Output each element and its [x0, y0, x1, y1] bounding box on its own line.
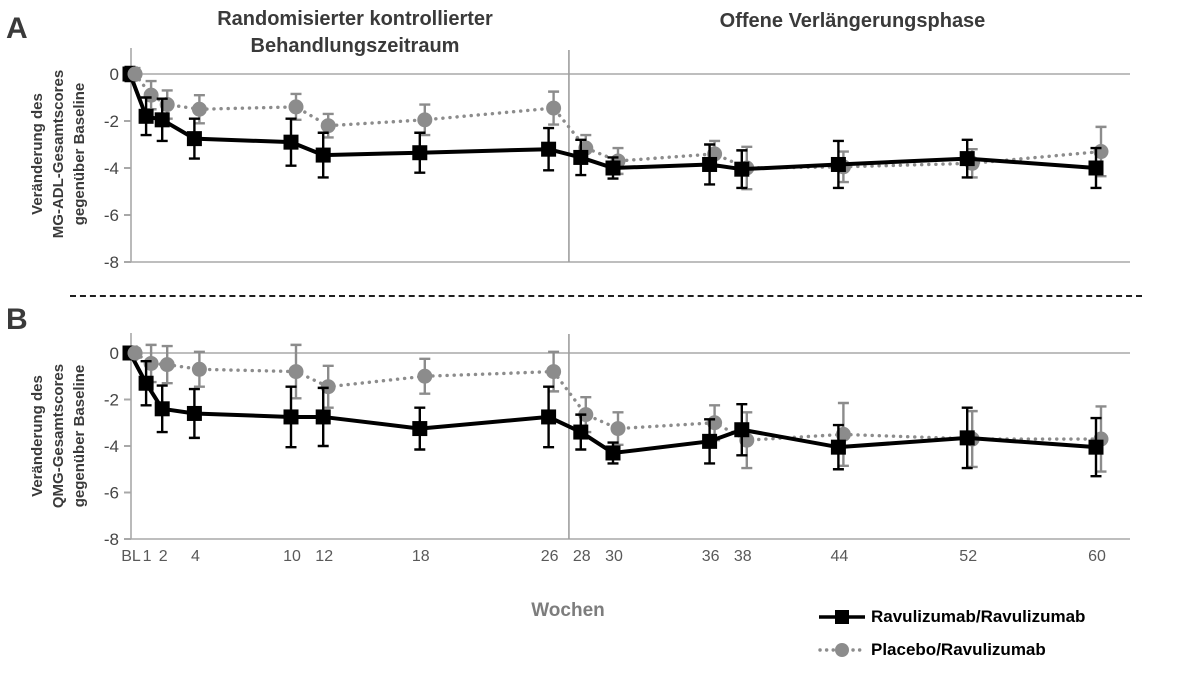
data-point-circle — [546, 364, 562, 380]
data-point-square — [315, 409, 331, 425]
axes — [130, 48, 1130, 263]
data-point-square — [830, 439, 846, 455]
y-tick-labels: 0 -2 -4 -6 -8 — [104, 65, 131, 270]
baseline-gray-marker — [127, 66, 143, 82]
svg-text:38: 38 — [734, 548, 752, 565]
data-point-square — [412, 421, 428, 437]
svg-text:0: 0 — [110, 344, 119, 363]
series-line — [133, 72, 1103, 170]
data-point-square — [1088, 160, 1104, 176]
data-point-circle — [417, 368, 433, 384]
svg-text:2: 2 — [159, 548, 168, 565]
data-point-square — [186, 131, 202, 147]
qmg-chart: 0-2-4-6-8BL 1 2 4 10 12 18 26 28 30 36 38 44 52 60 — [104, 333, 1130, 565]
panel-b-label: B — [6, 303, 28, 336]
data-point-circle — [546, 100, 562, 116]
data-point-square — [154, 112, 170, 128]
y-tick-labels: 0 -2 -4 -6 -8 — [104, 344, 131, 549]
data-point-square — [315, 147, 331, 163]
svg-text:-4: -4 — [104, 159, 119, 178]
svg-text:4: 4 — [191, 548, 200, 565]
svg-text:26: 26 — [541, 548, 559, 565]
legend-label-ravulizumab: Ravulizumab/Ravulizumab — [871, 607, 1086, 626]
open-label-phase-header: Offene Verlängerungsphase — [719, 10, 986, 32]
panel-separator-dashed-line — [70, 295, 1142, 297]
data-point-circle — [191, 361, 207, 377]
svg-text:-8: -8 — [104, 530, 119, 549]
data-point-square — [702, 433, 718, 449]
data-point-circle — [610, 421, 626, 437]
data-point-circle — [159, 97, 175, 113]
data-point-square — [605, 445, 621, 461]
svg-text:18: 18 — [412, 548, 430, 565]
data-point-circle — [417, 112, 433, 128]
data-point-square — [138, 108, 154, 124]
data-point-square — [959, 430, 975, 446]
series-line — [128, 73, 1097, 172]
svg-text:-2: -2 — [104, 391, 119, 410]
data-point-circle — [835, 426, 851, 442]
svg-text:0: 0 — [110, 65, 119, 84]
svg-text:-6: -6 — [104, 484, 119, 503]
svg-text:10: 10 — [283, 548, 301, 565]
data-point-circle — [159, 357, 175, 373]
data-point-square — [412, 145, 428, 161]
data-point-square — [573, 424, 589, 440]
data-point-circle — [143, 355, 159, 371]
data-point-square — [1088, 439, 1104, 455]
svg-text:1: 1 — [143, 548, 152, 565]
data-point-circle — [191, 101, 207, 117]
x-tick-labels: BL 1 2 4 10 12 18 26 28 30 36 38 44 52 60 — [121, 548, 1106, 565]
data-point-square — [702, 156, 718, 172]
panel-a-label: A — [6, 12, 28, 45]
data-point-circle — [143, 87, 159, 103]
svg-text:BL: BL — [121, 548, 141, 565]
data-point-square — [573, 149, 589, 165]
series-line — [128, 352, 1097, 456]
data-point-square — [959, 151, 975, 167]
svg-text:60: 60 — [1088, 548, 1106, 565]
svg-text:-6: -6 — [104, 206, 119, 225]
svg-text:-4: -4 — [104, 437, 119, 456]
legend-item-placebo: Placebo/Ravulizumab — [818, 635, 1085, 665]
data-point-square — [541, 141, 557, 157]
legend-item-ravulizumab: Ravulizumab/Ravulizumab — [818, 602, 1085, 632]
x-axis-title: Wochen — [531, 600, 605, 621]
svg-text:-8: -8 — [104, 253, 119, 270]
data-point-square — [734, 422, 750, 438]
data-point-square — [734, 161, 750, 177]
rct-phase-header-line2: Behandlungszeitraum — [250, 35, 460, 57]
series-ravulizumab — [122, 65, 1104, 190]
series-ravulizumab — [122, 345, 1104, 478]
rct-phase-header: Randomisierter kontrollierter Behandlung… — [135, 6, 575, 60]
data-point-square — [283, 409, 299, 425]
baseline-gray-marker — [127, 345, 143, 361]
axes — [130, 333, 1130, 540]
svg-text:-2: -2 — [104, 112, 119, 131]
svg-text:30: 30 — [605, 548, 623, 565]
data-point-circle — [320, 118, 336, 134]
data-point-square — [138, 375, 154, 391]
legend: Ravulizumab/Ravulizumab Placebo/Ravulizu… — [818, 602, 1085, 665]
data-point-square — [541, 409, 557, 425]
placebo-legend-marker-icon — [818, 643, 866, 657]
svg-text:28: 28 — [573, 548, 591, 565]
svg-text:36: 36 — [702, 548, 720, 565]
data-point-square — [605, 160, 621, 176]
data-point-square — [154, 401, 170, 417]
data-point-square — [186, 405, 202, 421]
data-point-circle — [288, 364, 304, 380]
ravulizumab-legend-marker-icon — [819, 610, 865, 624]
rct-phase-header-line1: Randomisierter kontrollierter — [217, 8, 493, 30]
data-point-square — [830, 156, 846, 172]
data-point-circle — [288, 99, 304, 115]
mg-adl-chart: 0 -2 -4 -6 -8 — [104, 48, 1130, 270]
legend-label-placebo: Placebo/Ravulizumab — [871, 640, 1046, 659]
data-point-square — [283, 134, 299, 150]
svg-text:44: 44 — [831, 548, 849, 565]
svg-text:12: 12 — [315, 548, 333, 565]
svg-text:52: 52 — [959, 548, 977, 565]
